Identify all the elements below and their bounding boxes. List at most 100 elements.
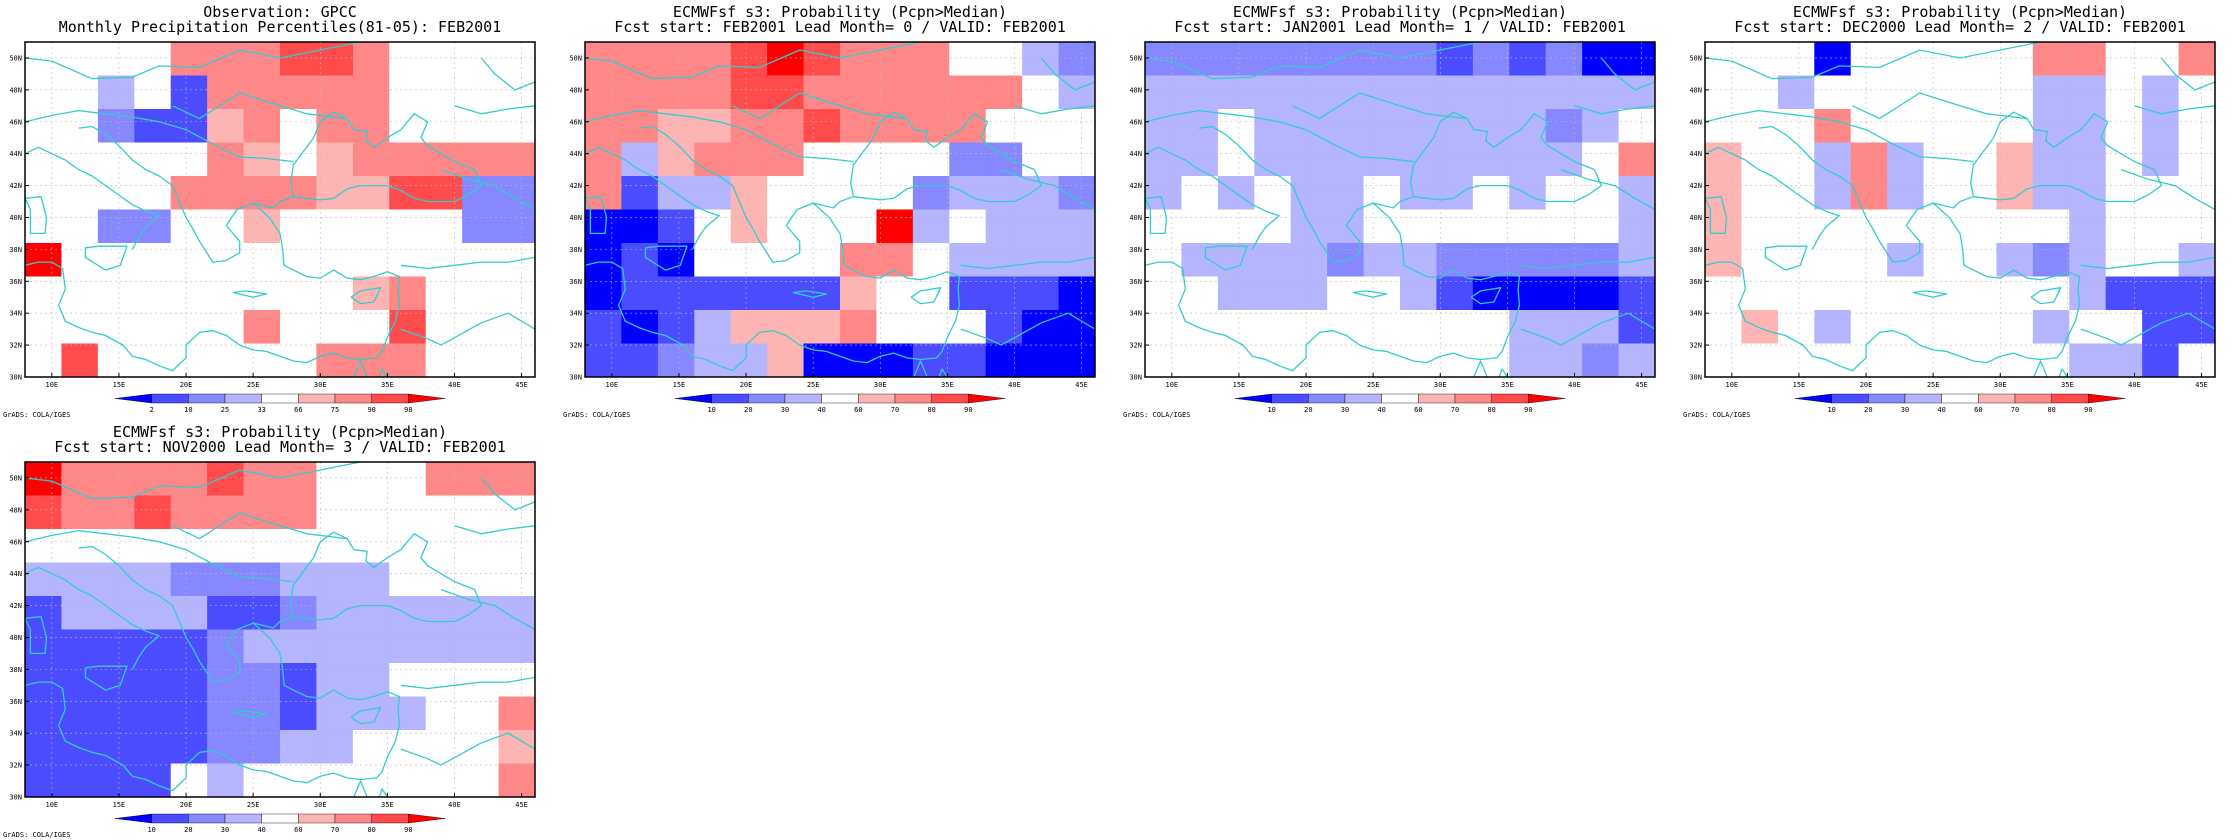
data-cell — [61, 730, 99, 764]
data-cell — [657, 310, 695, 344]
data-cell — [1254, 176, 1292, 210]
colorbar-label: 80 — [1487, 406, 1495, 414]
lat-tick-label: 30N — [1129, 374, 1142, 382]
data-cell — [1290, 75, 1328, 110]
data-cell — [621, 310, 659, 344]
data-cell — [498, 696, 536, 731]
coastline — [1145, 109, 1226, 123]
colorbar-label: 60 — [1414, 406, 1422, 414]
data-cell — [1923, 310, 1961, 344]
lat-tick-label: 42N — [1689, 182, 1702, 190]
coastline — [78, 545, 281, 683]
data-cell — [1181, 209, 1219, 244]
data-cell — [730, 276, 768, 311]
data-cell — [25, 629, 62, 664]
coastline — [1705, 217, 2081, 372]
data-cell — [61, 495, 99, 530]
data-cell — [1058, 109, 1096, 143]
coastline — [585, 109, 666, 123]
data-cell — [280, 629, 317, 664]
data-cell — [1217, 310, 1255, 344]
data-cell — [389, 696, 427, 731]
data-cell — [803, 109, 841, 143]
lat-tick-label: 32N — [569, 342, 582, 350]
data-cell — [1254, 310, 1292, 344]
data-cell — [1814, 209, 1852, 244]
data-cell — [1436, 343, 1474, 378]
data-cell — [621, 343, 659, 378]
data-cell — [840, 176, 877, 210]
map-svg: 10E 15E 20E 25E 30E 35E 40E 45E 30N 32N 34N 36N 38N 4… — [9, 41, 536, 414]
lat-tick-label: 42N — [9, 602, 22, 610]
lon-tick-label: 45E — [515, 381, 528, 389]
data-cell — [840, 276, 877, 311]
colorbar-label: 25 — [221, 406, 229, 414]
lat-tick-label: 50N — [9, 54, 22, 62]
data-cell — [1705, 243, 1742, 277]
data-cell — [1814, 176, 1852, 210]
data-cell — [2105, 42, 2143, 76]
data-cell — [2178, 276, 2216, 311]
data-cell — [1705, 142, 1742, 177]
data-cell — [1582, 243, 1619, 277]
coastline — [644, 245, 688, 271]
colorbar-swatch — [1941, 393, 1979, 404]
data-cell — [352, 663, 390, 697]
data-cell — [280, 562, 317, 597]
data-cell — [352, 696, 390, 731]
lat-tick-label: 38N — [569, 246, 582, 254]
lat-tick-label: 36N — [9, 698, 22, 706]
data-cell — [730, 343, 768, 378]
coastline — [1145, 217, 1521, 372]
data-cell — [1327, 343, 1364, 378]
data-cell — [912, 276, 950, 311]
data-cell — [61, 343, 99, 378]
data-cell — [2178, 310, 2216, 344]
data-cell — [25, 495, 62, 530]
coastline — [25, 616, 48, 655]
data-cell — [694, 176, 732, 210]
data-cell — [730, 42, 768, 76]
data-cell — [170, 243, 208, 277]
coastline — [585, 196, 608, 235]
data-cell — [280, 243, 317, 277]
data-cell — [1887, 209, 1924, 244]
colorbar-swatch — [1904, 393, 1942, 404]
data-cell — [61, 310, 99, 344]
data-cell — [1777, 42, 1815, 76]
colorbar-swatch — [1868, 393, 1906, 404]
coastline — [350, 707, 382, 725]
data-cell — [280, 495, 317, 530]
data-cell — [316, 529, 354, 563]
lat-tick-label: 34N — [1689, 310, 1702, 318]
data-cell — [1436, 243, 1474, 277]
data-cell — [1327, 176, 1364, 210]
colorbar-label: 70 — [331, 826, 339, 834]
data-cell — [1217, 42, 1255, 76]
data-cell — [949, 109, 987, 143]
data-cell — [243, 209, 281, 244]
data-cell — [1741, 75, 1779, 110]
data-cell — [97, 562, 135, 597]
coastline — [440, 168, 535, 211]
data-cell — [243, 730, 281, 764]
data-cell — [389, 310, 427, 344]
colorbar-swatch — [1308, 393, 1346, 404]
lon-tick-label: 35E — [381, 381, 394, 389]
data-cell — [1777, 343, 1815, 378]
data-cell — [1545, 209, 1583, 244]
data-cell — [25, 310, 62, 344]
data-cell — [2032, 276, 2070, 311]
data-cell — [134, 629, 172, 664]
data-grid-cells — [25, 42, 536, 378]
data-cell — [2069, 109, 2107, 143]
data-cell — [61, 763, 99, 798]
data-cell — [1887, 176, 1924, 210]
data-cell — [1777, 209, 1815, 244]
colorbar-swatch — [1978, 393, 2016, 404]
data-cell — [2142, 142, 2179, 177]
data-cell — [389, 276, 427, 311]
coastline — [2030, 287, 2062, 305]
data-cell — [985, 343, 1023, 378]
data-cell — [730, 142, 768, 177]
